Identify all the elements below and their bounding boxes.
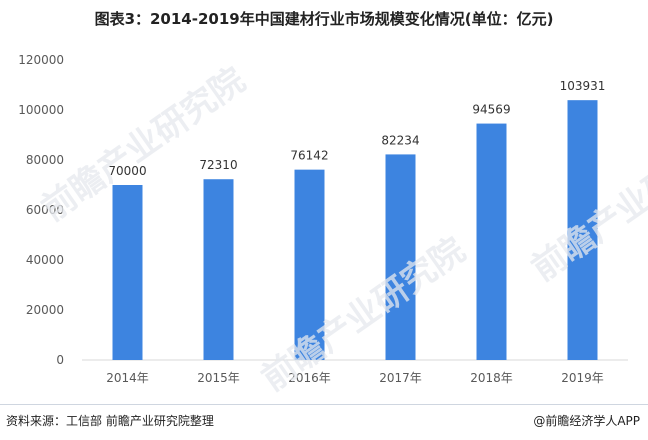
y-tick-label: 0	[56, 353, 64, 367]
x-tick-label: 2014年	[106, 371, 149, 385]
bar-2014年	[112, 185, 143, 360]
bar-value-label: 94569	[472, 103, 510, 117]
x-tick-label: 2016年	[288, 371, 331, 385]
bar-value-label: 70000	[108, 164, 146, 178]
x-tick-label: 2015年	[197, 371, 240, 385]
y-tick-label: 60000	[26, 203, 64, 217]
bar-2016年	[294, 169, 325, 360]
y-tick-label: 20000	[26, 303, 64, 317]
bar-value-label: 82234	[381, 133, 419, 147]
x-tick-label: 2017年	[379, 371, 422, 385]
y-tick-label: 40000	[26, 253, 64, 267]
bar-value-label: 76142	[290, 149, 328, 163]
bar-value-label: 72310	[199, 158, 237, 172]
bar-2017年	[385, 154, 416, 360]
brand-credit: @前瞻经济学人APP	[533, 414, 640, 428]
bar-value-label: 103931	[560, 79, 606, 93]
bar-2018年	[476, 123, 507, 360]
bar-chart: 0 20000 40000 60000 80000 100000 120000 70000 20…	[18, 53, 628, 385]
y-tick-label: 120000	[18, 53, 64, 67]
x-tick-label: 2019年	[561, 371, 604, 385]
bar-2019年	[567, 100, 598, 361]
source-note: 资料来源：工信部 前瞻产业研究院整理	[6, 414, 214, 428]
bar-2015年	[203, 179, 234, 360]
x-tick-label: 2018年	[470, 371, 513, 385]
y-tick-label: 80000	[26, 153, 64, 167]
footer-divider	[0, 404, 648, 405]
y-tick-label: 100000	[18, 103, 64, 117]
chart-title: 图表3：2014-2019年中国建材行业市场规模变化情况(单位：亿元)	[94, 10, 554, 28]
